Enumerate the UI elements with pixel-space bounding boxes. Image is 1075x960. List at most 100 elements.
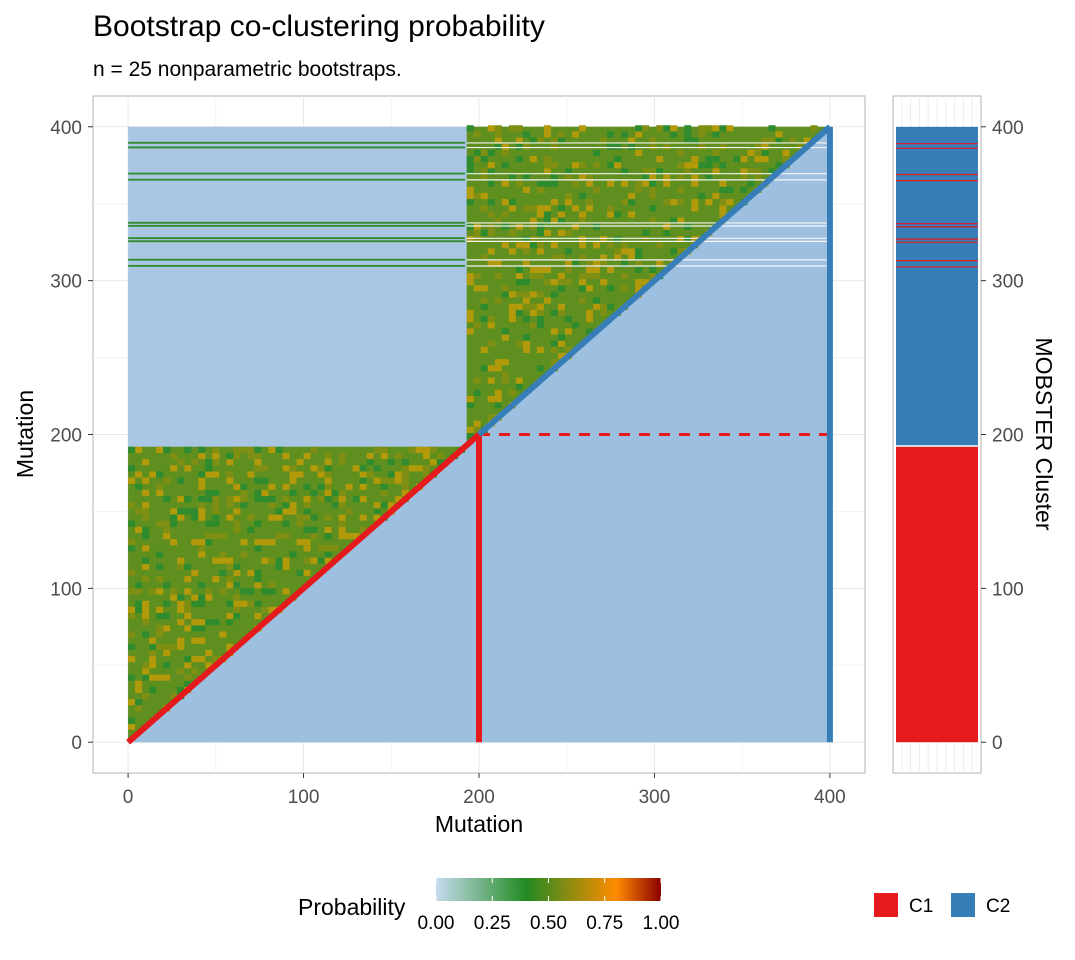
heatmap-cell	[380, 446, 388, 453]
heatmap-cell	[466, 156, 474, 163]
heatmap-cell	[324, 465, 332, 472]
heatmap-cell	[191, 459, 199, 466]
heatmap-cell	[473, 223, 481, 230]
heatmap-cell	[649, 205, 657, 212]
heatmap-cell	[345, 508, 353, 515]
heatmap-cell	[303, 514, 311, 521]
heatmap-cell	[331, 545, 339, 552]
heatmap-cell	[515, 340, 523, 347]
heatmap-cell	[698, 192, 706, 200]
heatmap-cell	[128, 717, 136, 724]
heatmap-cell	[579, 211, 587, 218]
heatmap-cell	[473, 156, 481, 163]
heatmap-cell	[401, 471, 409, 478]
heatmap-cell	[515, 377, 523, 384]
heatmap-cell	[628, 137, 636, 144]
heatmap-cell	[614, 143, 622, 150]
heatmap-cell	[586, 328, 594, 335]
heatmap-cell	[366, 471, 374, 478]
heatmap-cell	[184, 496, 192, 503]
heatmap-cell	[494, 131, 502, 138]
heatmap-cell	[508, 174, 516, 181]
heatmap-cell	[515, 303, 523, 310]
heatmap-cell	[557, 334, 565, 341]
heatmap-cell	[254, 459, 262, 466]
heatmap-cell	[579, 236, 587, 243]
heatmap-cell	[219, 557, 227, 564]
heatmap-cell	[508, 309, 516, 317]
heatmap-cell	[191, 619, 199, 626]
heatmap-cell	[536, 223, 544, 230]
heatmap-cell	[261, 465, 269, 472]
heatmap-cell	[303, 508, 311, 515]
heatmap-cell	[515, 383, 523, 390]
heatmap-cell	[501, 211, 509, 218]
heatmap-cell	[184, 656, 192, 663]
heatmap-cell	[156, 606, 164, 613]
heatmap-cell	[296, 569, 304, 577]
heatmap-cell	[466, 223, 474, 230]
heatmap-cell	[536, 303, 544, 310]
heatmap-cell	[754, 168, 762, 175]
heatmap-cell	[254, 576, 262, 583]
heatmap-cell	[600, 236, 608, 243]
heatmap-cell	[282, 465, 290, 472]
heatmap-cell	[163, 526, 171, 533]
heatmap-cell	[226, 496, 234, 503]
heatmap-cell	[487, 211, 495, 218]
cluster-tick-label: 100	[992, 579, 1024, 600]
heatmap-cell	[198, 656, 206, 663]
heatmap-cell	[501, 143, 509, 150]
heatmap-cell	[607, 211, 615, 218]
heatmap-cell	[401, 483, 409, 490]
heatmap-cell	[480, 229, 488, 237]
heatmap-cell	[282, 502, 290, 509]
heatmap-cell	[579, 125, 587, 132]
heatmap-cell	[593, 303, 601, 310]
heatmap-cell	[508, 229, 516, 237]
heatmap-cell	[156, 489, 164, 497]
heatmap-cell	[282, 588, 290, 595]
heatmap-cell	[677, 217, 685, 224]
heatmap-cell	[586, 260, 594, 267]
heatmap-cell	[557, 340, 565, 347]
heatmap-cell	[677, 162, 685, 169]
heatmap-cell	[268, 588, 276, 595]
heatmap-row-stripe	[128, 258, 465, 261]
heatmap-cell	[212, 514, 220, 521]
heatmap-cell	[254, 612, 262, 620]
heatmap-cell	[635, 285, 643, 292]
heatmap-cell	[275, 557, 283, 564]
heatmap-cell	[515, 180, 523, 187]
heatmap-cell	[254, 446, 262, 453]
heatmap-cell	[522, 340, 530, 347]
heatmap-row-stripe	[128, 172, 465, 175]
heatmap-cell	[415, 465, 423, 472]
heatmap-cell	[247, 600, 255, 607]
heatmap-cell	[480, 365, 488, 372]
heatmap-cell	[233, 612, 241, 620]
heatmap-cell	[338, 514, 346, 521]
heatmap-cell	[226, 477, 234, 484]
heatmap-cell	[387, 459, 395, 466]
heatmap-cell	[501, 377, 509, 384]
cluster-tick-label: 200	[992, 426, 1024, 447]
heatmap-cell	[628, 248, 636, 255]
heatmap-cell	[303, 483, 311, 490]
heatmap-cell	[184, 674, 192, 681]
heatmap-row-stripe	[128, 237, 465, 240]
heatmap-cell	[768, 125, 776, 132]
heatmap-cell	[747, 168, 755, 175]
heatmap-cell	[156, 643, 164, 650]
heatmap-cell	[198, 471, 206, 478]
heatmap-cell	[775, 137, 783, 144]
heatmap-cell	[642, 174, 650, 181]
heatmap-cell	[557, 303, 565, 310]
heatmap-cell	[226, 514, 234, 521]
heatmap-cell	[628, 211, 636, 218]
x-tick-label: 100	[288, 787, 320, 808]
heatmap-cell	[170, 588, 178, 595]
heatmap-cell	[198, 545, 206, 552]
heatmap-cell	[564, 229, 572, 237]
heatmap-cell	[233, 446, 241, 453]
